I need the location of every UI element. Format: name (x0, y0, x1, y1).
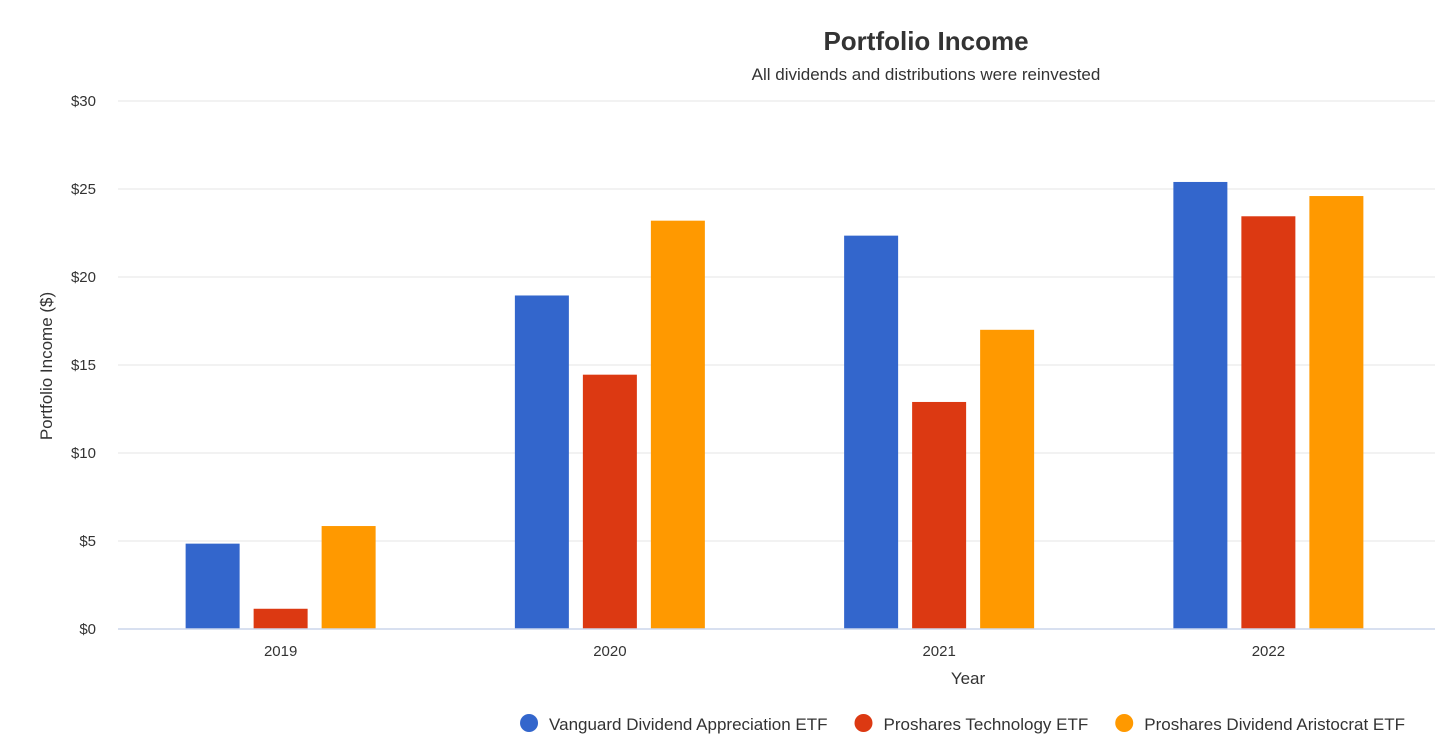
y-axis-title: Portfolio Income ($) (37, 292, 56, 440)
y-tick-label: $25 (71, 181, 96, 198)
x-tick-label: 2019 (264, 643, 297, 660)
legend-marker-icon (854, 714, 873, 732)
x-axis-ticks: 2019 2020 2021 2022 (264, 643, 1285, 660)
legend-label: Proshares Technology ETF (884, 715, 1089, 734)
gridlines (118, 100, 1435, 542)
bar-proshares-dividend-aristocrat-etf-2019[interactable] (321, 526, 376, 629)
y-tick-label: $15 (71, 357, 96, 374)
x-tick-label: 2020 (593, 643, 626, 660)
bar-vanguard-dividend-appreciation-etf-2022[interactable] (1173, 181, 1228, 629)
bar-vanguard-dividend-appreciation-etf-2019[interactable] (185, 543, 240, 629)
legend-marker-icon (520, 714, 539, 732)
chart-title: Portfolio Income (823, 26, 1028, 56)
legend-marker-icon (1115, 714, 1134, 732)
x-tick-label: 2021 (922, 643, 955, 660)
y-tick-label: $20 (71, 269, 96, 286)
legend-item[interactable]: Vanguard Dividend Appreciation ETF (520, 714, 828, 734)
x-axis-title: Year (951, 669, 986, 688)
bar-vanguard-dividend-appreciation-etf-2021[interactable] (844, 235, 899, 629)
y-tick-label: $0 (79, 621, 96, 638)
y-tick-label: $30 (71, 93, 96, 110)
bar-proshares-technology-etf-2020[interactable] (582, 374, 637, 629)
legend-item[interactable]: Proshares Dividend Aristocrat ETF (1115, 714, 1405, 734)
y-tick-label: $5 (79, 533, 96, 550)
bar-vanguard-dividend-appreciation-etf-2020[interactable] (514, 295, 569, 629)
legend-label: Proshares Dividend Aristocrat ETF (1144, 715, 1405, 734)
x-tick-label: 2022 (1252, 643, 1285, 660)
bar-proshares-technology-etf-2022[interactable] (1241, 216, 1296, 629)
y-axis-ticks: $0 $5 $10 $15 $20 $25 $30 (71, 93, 96, 638)
y-tick-label: $10 (71, 445, 96, 462)
legend-item[interactable]: Proshares Technology ETF (854, 714, 1089, 734)
bar-proshares-technology-etf-2021[interactable] (912, 401, 967, 629)
legend-label: Vanguard Dividend Appreciation ETF (549, 715, 827, 734)
legend: Vanguard Dividend Appreciation ETF Prosha… (520, 714, 1405, 734)
bar-proshares-dividend-aristocrat-etf-2022[interactable] (1309, 196, 1364, 630)
bars (185, 181, 1364, 630)
bar-proshares-technology-etf-2019[interactable] (253, 608, 308, 629)
bar-proshares-dividend-aristocrat-etf-2020[interactable] (650, 220, 705, 629)
bar-proshares-dividend-aristocrat-etf-2021[interactable] (980, 329, 1035, 629)
chart-subtitle: All dividends and distributions were rei… (752, 65, 1101, 84)
